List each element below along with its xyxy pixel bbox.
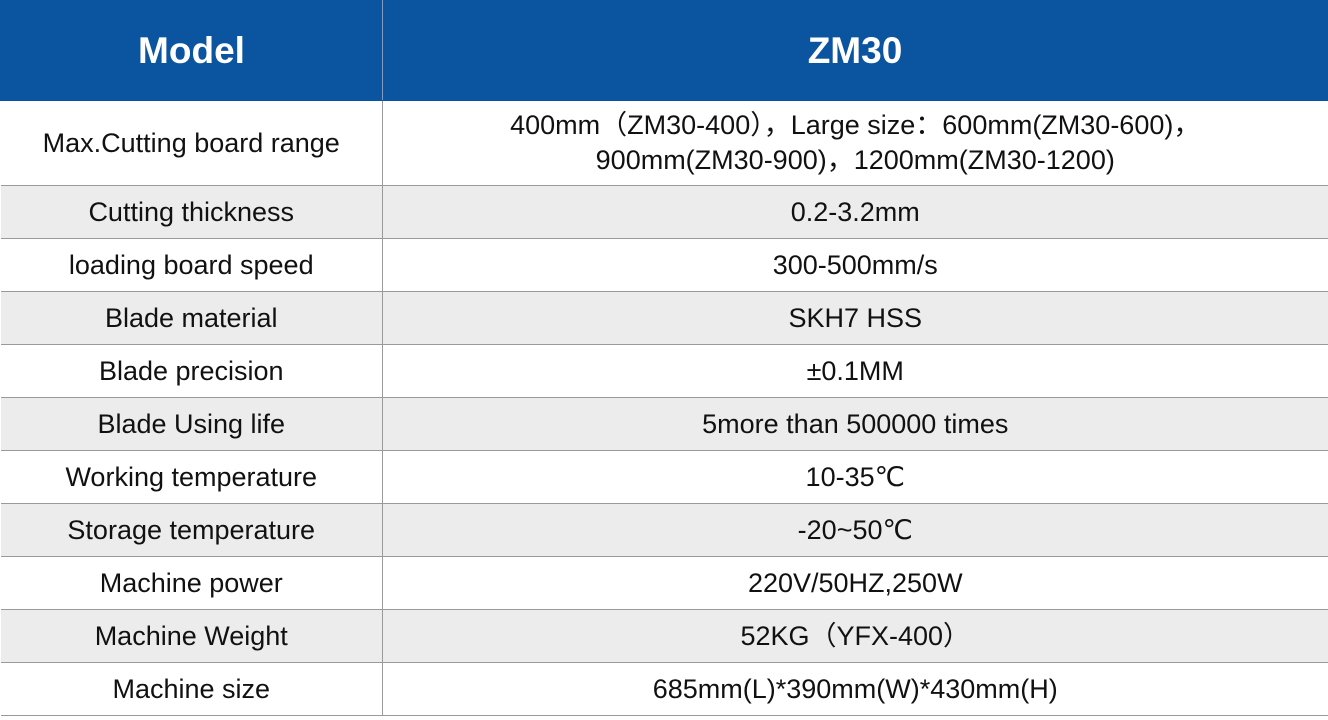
table-row: Blade precision ±0.1MM [0,344,1328,398]
table-cell: Cutting thickness [0,185,383,239]
table-row: Working temperature 10-35℃ [0,450,1328,504]
table-cell: Storage temperature [0,503,383,557]
table-row: Max.Cutting board range 400mm（ZM30-400），L… [0,100,1328,186]
cell-line: 400mm（ZM30-400），Large size：600mm(ZM30-60… [510,110,1201,140]
table-cell: ±0.1MM [382,344,1328,398]
table-cell: 220V/50HZ,250W [382,556,1328,610]
table-cell: 5more than 500000 times [382,397,1328,451]
table-header: Model ZM30 [0,0,1328,101]
table-row: loading board speed 300-500mm/s [0,238,1328,292]
table-cell: -20~50℃ [382,503,1328,557]
table-row: Storage temperature -20~50℃ [0,503,1328,557]
table-body: Max.Cutting board range 400mm（ZM30-400），L… [0,100,1328,716]
table-cell: Machine size [0,662,383,716]
table-cell: Machine power [0,556,383,610]
table-row: Machine power 220V/50HZ,250W [0,556,1328,610]
table-row: Blade Using life 5more than 500000 times [0,397,1328,451]
table-cell: Machine Weight [0,609,383,663]
table-cell: 52KG（YFX-400） [382,609,1328,663]
table-cell: 685mm(L)*390mm(W)*430mm(H) [382,662,1328,716]
table-row: Machine size 685mm(L)*390mm(W)*430mm(H) [0,662,1328,716]
table-cell: 400mm（ZM30-400），Large size：600mm(ZM30-60… [382,100,1328,186]
header-cell: ZM30 [382,0,1328,101]
cell-line: 900mm(ZM30-900)，1200mm(ZM30-1200) [595,145,1115,175]
header-row: Model ZM30 [0,0,1328,101]
header-cell: Model [0,0,383,101]
table-cell: Blade precision [0,344,383,398]
table-cell: 0.2-3.2mm [382,185,1328,239]
table-cell: Working temperature [0,450,383,504]
table-cell: SKH7 HSS [382,291,1328,345]
table-cell: Blade material [0,291,383,345]
table-row: Machine Weight 52KG（YFX-400） [0,609,1328,663]
table-cell: Max.Cutting board range [0,100,383,186]
table-cell: Blade Using life [0,397,383,451]
table-cell: 300-500mm/s [382,238,1328,292]
table-cell: loading board speed [0,238,383,292]
table-row: Blade material SKH7 HSS [0,291,1328,345]
table-row: Cutting thickness 0.2-3.2mm [0,185,1328,239]
table-cell: 10-35℃ [382,450,1328,504]
